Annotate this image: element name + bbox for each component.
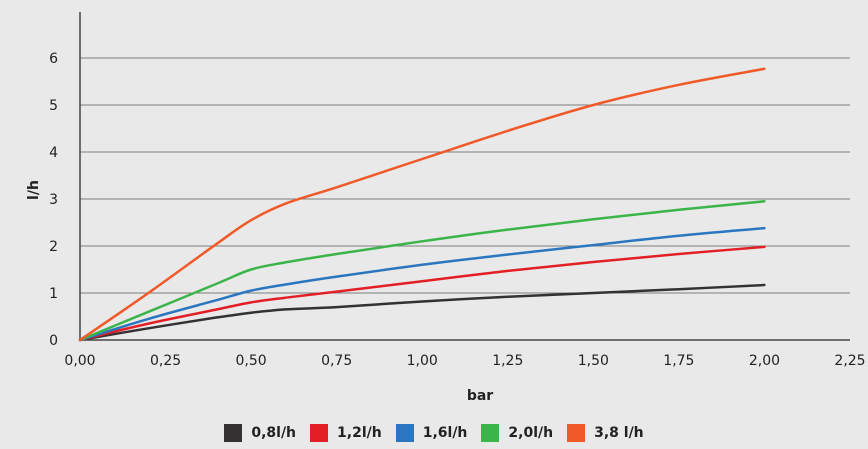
legend-item: 1,2l/h	[310, 424, 382, 442]
legend-label: 1,6l/h	[422, 425, 468, 441]
x-tick-label: 1,00	[407, 353, 438, 369]
y-tick-label: 4	[49, 145, 58, 161]
series-lines	[78, 67, 766, 342]
legend-item: 2,0l/h	[481, 424, 553, 442]
y-tick-label: 0	[49, 333, 58, 349]
legend-item: 0,8l/h	[224, 424, 296, 442]
x-tick-label: 1,50	[578, 353, 609, 369]
legend-label: 0,8l/h	[251, 425, 297, 441]
legend-label: 2,0l/h	[508, 425, 554, 441]
y-axis-label: l/h	[26, 180, 42, 200]
legend-item: 3,8 l/h	[567, 424, 644, 442]
legend-label: 3,8 l/h	[594, 425, 644, 441]
x-tick-label: 2,25	[834, 353, 865, 369]
x-tick-label: 0,50	[236, 353, 267, 369]
series-line-2	[78, 245, 766, 342]
x-tick-labels: 0,00 0,25 0,50 0,75 1,00 1,25 1,50 1,75 2,00 2,25	[64, 353, 865, 369]
legend-swatch	[310, 424, 329, 442]
legend: 0,8l/h 1,2l/h 1,6l/h 2,0l/h 3,8 l/h	[0, 424, 868, 442]
x-tick-label: 0,25	[150, 353, 181, 369]
x-tick-label: 1,25	[492, 353, 523, 369]
x-tick-label: 1,75	[663, 353, 694, 369]
y-tick-label: 6	[49, 51, 58, 67]
legend-swatch	[567, 424, 586, 442]
axes	[79, 12, 850, 341]
x-axis-label: bar	[467, 388, 493, 404]
x-tick-label: 2,00	[749, 353, 780, 369]
y-tick-label: 5	[49, 98, 58, 114]
legend-item: 1,6l/h	[395, 424, 468, 442]
y-tick-labels: 0 1 2 3 4 5 6	[49, 51, 58, 349]
y-tick-label: 2	[49, 239, 58, 255]
chart-plot: 0,00 0,25 0,50 0,75 1,00 1,25 1,50 1,75 2,00 2,25…	[26, 12, 866, 404]
y-tick-label: 1	[49, 286, 58, 302]
legend-swatch	[395, 424, 414, 442]
series-line-3	[78, 226, 766, 342]
x-tick-label: 0,75	[321, 353, 352, 369]
series-line-1	[78, 283, 766, 342]
legend-swatch	[481, 424, 500, 442]
legend-swatch	[224, 424, 243, 442]
x-tick-label: 0,00	[64, 353, 95, 369]
series-line-5	[78, 67, 766, 342]
series-line-4	[78, 200, 766, 342]
legend-label: 1,2l/h	[337, 425, 382, 441]
y-tick-label: 3	[49, 192, 58, 208]
grid	[80, 57, 850, 294]
